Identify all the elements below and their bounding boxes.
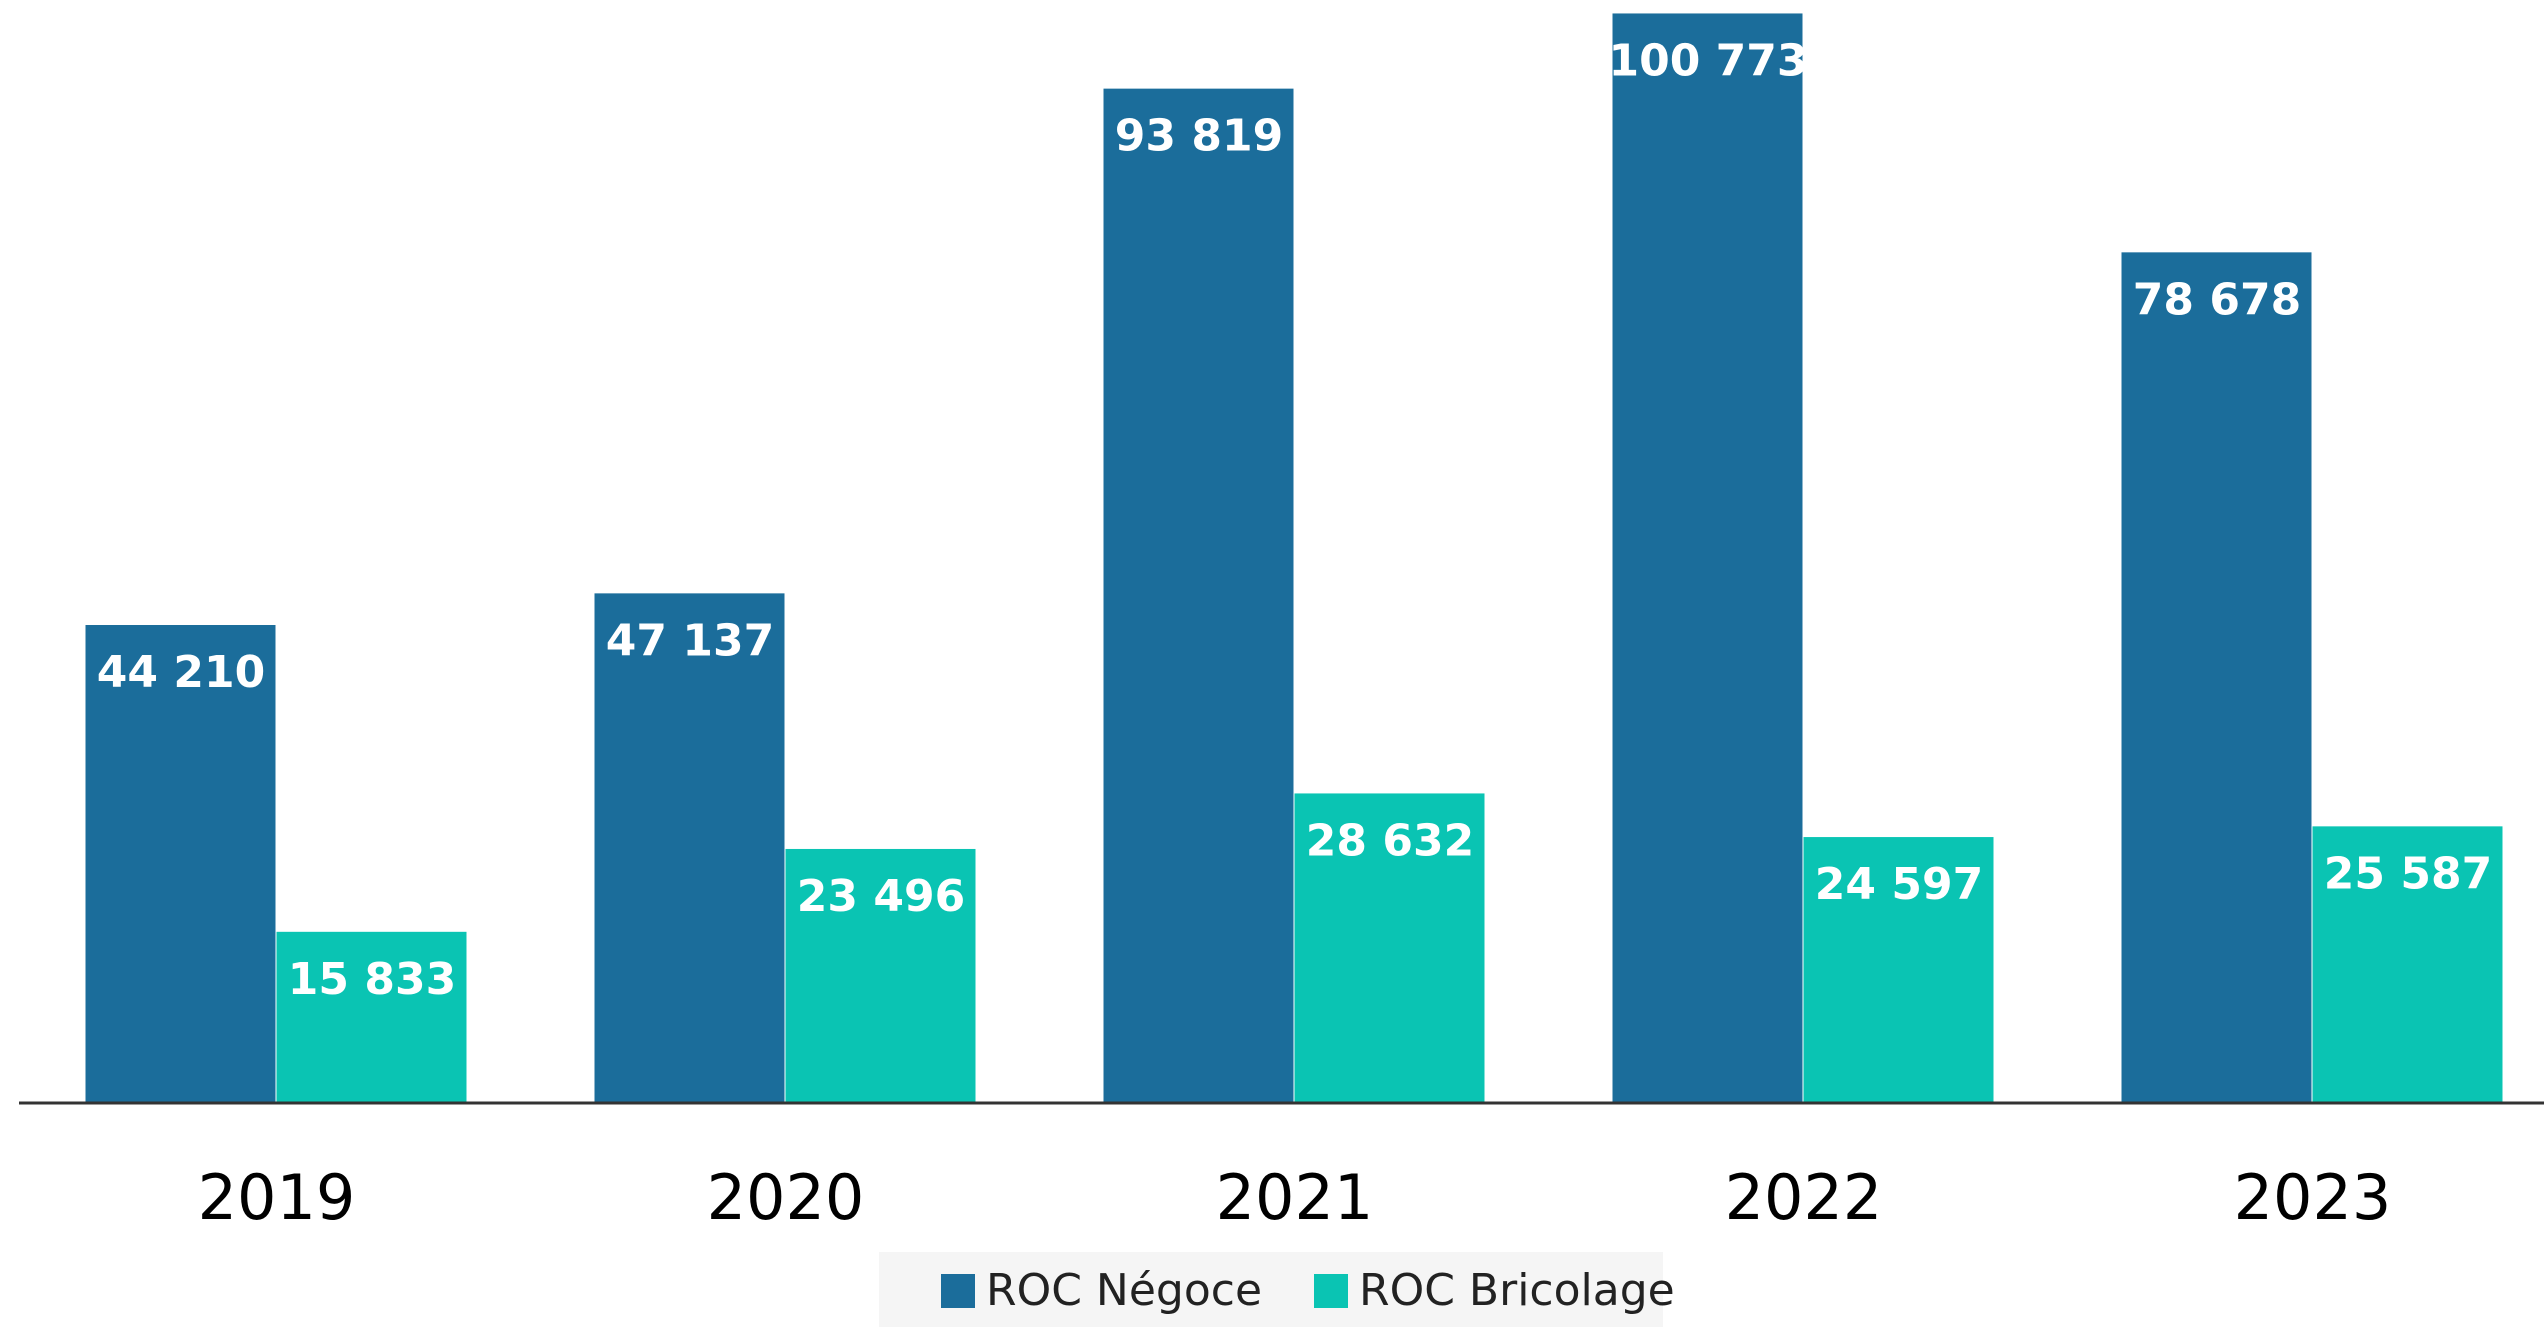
legend-swatch: [941, 1274, 975, 1308]
bar: [85, 625, 276, 1103]
x-tick-label: 2023: [2234, 1161, 2392, 1234]
data-label: 28 632: [1306, 815, 1474, 866]
data-label: 25 587: [2324, 848, 2492, 899]
data-label: 15 833: [288, 954, 456, 1005]
bar: [594, 593, 785, 1103]
bar: [2121, 252, 2312, 1103]
x-tick-label: 2019: [198, 1161, 356, 1234]
data-label: 100 773: [1608, 35, 1807, 86]
bar: [276, 931, 467, 1103]
data-label: 47 137: [606, 615, 774, 666]
bar: [1612, 13, 1803, 1103]
data-label: 23 496: [797, 871, 965, 922]
bar: [785, 848, 976, 1103]
bar: [2312, 826, 2503, 1103]
legend-label: ROC Négoce: [986, 1265, 1262, 1316]
legend-box: [879, 1252, 1663, 1327]
legend-label: ROC Bricolage: [1359, 1265, 1675, 1316]
data-label: 78 678: [2133, 274, 2301, 325]
bar: [1294, 793, 1485, 1103]
x-tick-label: 2021: [1216, 1161, 1374, 1234]
data-label: 44 210: [97, 647, 265, 698]
x-tick-label: 2020: [707, 1161, 865, 1234]
x-tick-label: 2022: [1725, 1161, 1883, 1234]
bar: [1103, 88, 1294, 1103]
legend-swatch: [1314, 1274, 1348, 1308]
bar: [1803, 837, 1994, 1103]
data-label: 24 597: [1815, 859, 1983, 910]
data-label: 93 819: [1115, 111, 1283, 162]
